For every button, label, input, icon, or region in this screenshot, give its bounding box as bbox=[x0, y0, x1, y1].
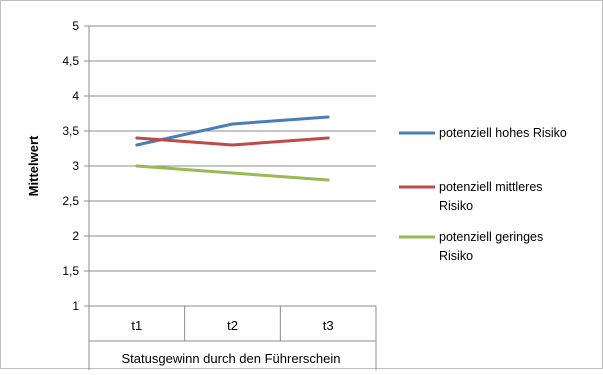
x-tick-label: t3 bbox=[323, 318, 334, 333]
series-line bbox=[135, 164, 330, 182]
y-tick-label: 3 bbox=[72, 159, 79, 173]
x-axis-label: Statusgewinn durch den Führerschein bbox=[122, 351, 341, 366]
y-tick-label: 1,5 bbox=[62, 264, 79, 278]
y-tick-label: 2,5 bbox=[62, 194, 79, 208]
y-tick-label: 5 bbox=[72, 19, 79, 33]
axes bbox=[84, 25, 377, 370]
y-tick-label: 4 bbox=[72, 89, 79, 103]
y-axis-label: Mittelwert bbox=[26, 135, 41, 196]
legend-label: potenziell mittleres bbox=[439, 180, 543, 194]
y-tick-label: 1 bbox=[72, 299, 79, 313]
y-tick-label: 4,5 bbox=[62, 54, 79, 68]
x-tick-label: t1 bbox=[131, 318, 142, 333]
gridlines bbox=[89, 25, 376, 307]
series-line bbox=[135, 136, 330, 147]
legend-label: Risiko bbox=[439, 199, 473, 213]
y-tick-label: 3,5 bbox=[62, 124, 79, 138]
series-line bbox=[135, 115, 330, 147]
x-tick-label: t2 bbox=[227, 318, 238, 333]
legend: potenziell hohes Risiko potenziell mittle… bbox=[399, 126, 567, 263]
y-tick-label: 2 bbox=[72, 229, 79, 243]
legend-label: Risiko bbox=[439, 249, 473, 263]
y-tick-labels: 1 1,5 2 2,5 3 3,5 4 4,5 5 bbox=[62, 19, 79, 313]
x-tick-labels: t1 t2 t3 bbox=[131, 318, 333, 333]
legend-label: potenziell hohes Risiko bbox=[439, 126, 567, 140]
legend-label: potenziell geringes bbox=[439, 230, 543, 244]
series-lines bbox=[135, 115, 330, 182]
